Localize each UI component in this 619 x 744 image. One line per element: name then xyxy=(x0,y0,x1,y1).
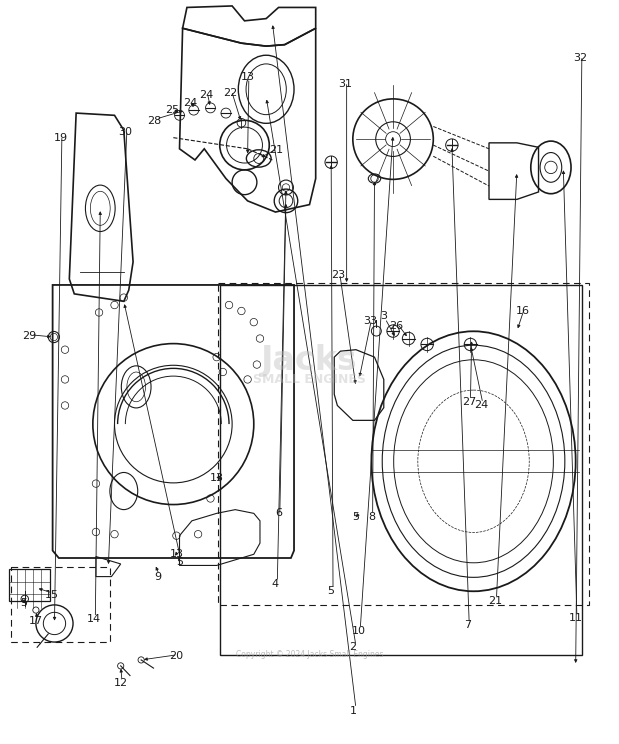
Text: 32: 32 xyxy=(574,53,587,63)
Text: SMALL ENGINES: SMALL ENGINES xyxy=(253,373,366,386)
Text: 14: 14 xyxy=(87,614,101,624)
Text: 21: 21 xyxy=(488,596,502,606)
Text: 25: 25 xyxy=(165,105,179,115)
Text: 29: 29 xyxy=(22,331,37,341)
Text: 10: 10 xyxy=(352,626,366,636)
Text: 28: 28 xyxy=(147,116,162,126)
Text: 30: 30 xyxy=(119,127,132,138)
Text: 11: 11 xyxy=(569,612,582,623)
Text: 7: 7 xyxy=(464,620,471,630)
Text: 24: 24 xyxy=(183,97,198,108)
Text: 24: 24 xyxy=(474,400,489,411)
Text: 5: 5 xyxy=(176,557,183,567)
Text: 26: 26 xyxy=(389,321,403,331)
Text: Copyright © 2024 Jacks Small Engines: Copyright © 2024 Jacks Small Engines xyxy=(236,650,383,659)
Text: 24: 24 xyxy=(199,90,214,100)
Text: 33: 33 xyxy=(363,316,377,327)
Text: 20: 20 xyxy=(170,651,183,661)
Text: 31: 31 xyxy=(339,79,352,89)
Text: 5: 5 xyxy=(352,512,360,522)
Text: 13: 13 xyxy=(210,473,223,484)
Text: 3: 3 xyxy=(380,311,387,321)
Text: 5: 5 xyxy=(327,586,335,597)
Text: 8: 8 xyxy=(368,512,375,522)
Bar xyxy=(11,567,110,643)
Bar xyxy=(218,283,589,605)
Text: 27: 27 xyxy=(462,397,477,407)
Text: 9: 9 xyxy=(154,571,162,582)
Text: 22: 22 xyxy=(223,88,238,98)
Text: 17: 17 xyxy=(29,616,43,626)
Text: 21: 21 xyxy=(269,145,283,155)
Text: 15: 15 xyxy=(45,590,58,600)
Text: 13: 13 xyxy=(241,71,254,82)
Text: 6: 6 xyxy=(275,508,282,519)
Text: 12: 12 xyxy=(114,678,128,688)
Text: 5: 5 xyxy=(20,597,27,608)
Text: 19: 19 xyxy=(54,132,67,143)
Bar xyxy=(9,569,50,601)
Text: 13: 13 xyxy=(170,549,183,559)
Text: 16: 16 xyxy=(516,306,530,316)
Text: 23: 23 xyxy=(332,270,345,280)
Text: 2: 2 xyxy=(349,642,357,652)
Text: Jacks: Jacks xyxy=(261,344,358,377)
Text: 4: 4 xyxy=(272,579,279,589)
Text: 1: 1 xyxy=(349,705,357,716)
